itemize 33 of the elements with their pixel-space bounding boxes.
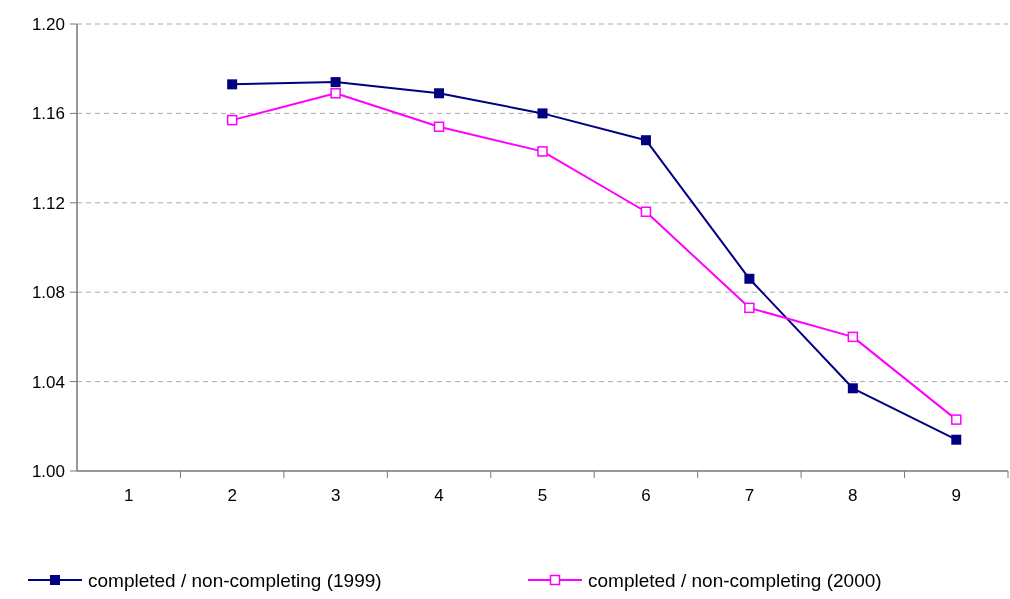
point <box>226 114 238 126</box>
point <box>744 302 755 314</box>
legend-label: completed / non-completing (2000) <box>588 569 882 591</box>
y-tick-label: 1.08 <box>31 283 65 303</box>
y-tick-label: 1.00 <box>31 461 65 481</box>
x-tick-label: 5 <box>537 486 548 505</box>
point <box>434 88 445 99</box>
point <box>640 135 651 146</box>
legend-label: completed / non-completing (1999) <box>88 569 382 591</box>
y-tick-label: 1.04 <box>31 372 65 392</box>
x-tick-label: 7 <box>744 486 755 505</box>
x-tick-label: 8 <box>848 486 858 505</box>
x-tick-label: 9 <box>951 486 962 505</box>
point <box>640 206 652 217</box>
y-tick-label: 1.12 <box>31 193 65 213</box>
point <box>951 414 962 425</box>
x-tick-label: 3 <box>330 486 341 505</box>
point <box>744 273 755 284</box>
x-tick-label: 1 <box>123 486 134 505</box>
point <box>537 146 548 157</box>
point <box>847 383 858 394</box>
point <box>847 331 859 343</box>
x-tick-label: 4 <box>434 486 444 505</box>
point <box>227 79 238 90</box>
y-tick-label: 1.16 <box>31 104 65 124</box>
y-tick-label: 1.20 <box>31 14 65 34</box>
point <box>537 108 548 119</box>
x-tick-label: 6 <box>641 486 651 505</box>
point <box>330 77 341 88</box>
point <box>330 88 341 99</box>
x-tick-label: 2 <box>227 486 237 505</box>
point <box>433 121 445 133</box>
point <box>951 434 962 445</box>
